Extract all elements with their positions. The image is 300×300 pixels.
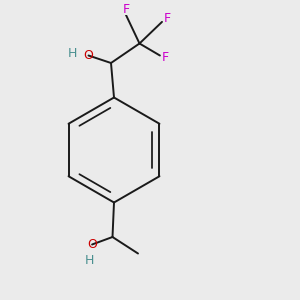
Text: H: H bbox=[67, 47, 77, 61]
Text: F: F bbox=[162, 51, 169, 64]
Text: F: F bbox=[164, 12, 171, 25]
Text: F: F bbox=[122, 3, 130, 16]
Text: H: H bbox=[85, 254, 94, 268]
Text: O: O bbox=[84, 49, 93, 62]
Text: O: O bbox=[87, 238, 97, 251]
